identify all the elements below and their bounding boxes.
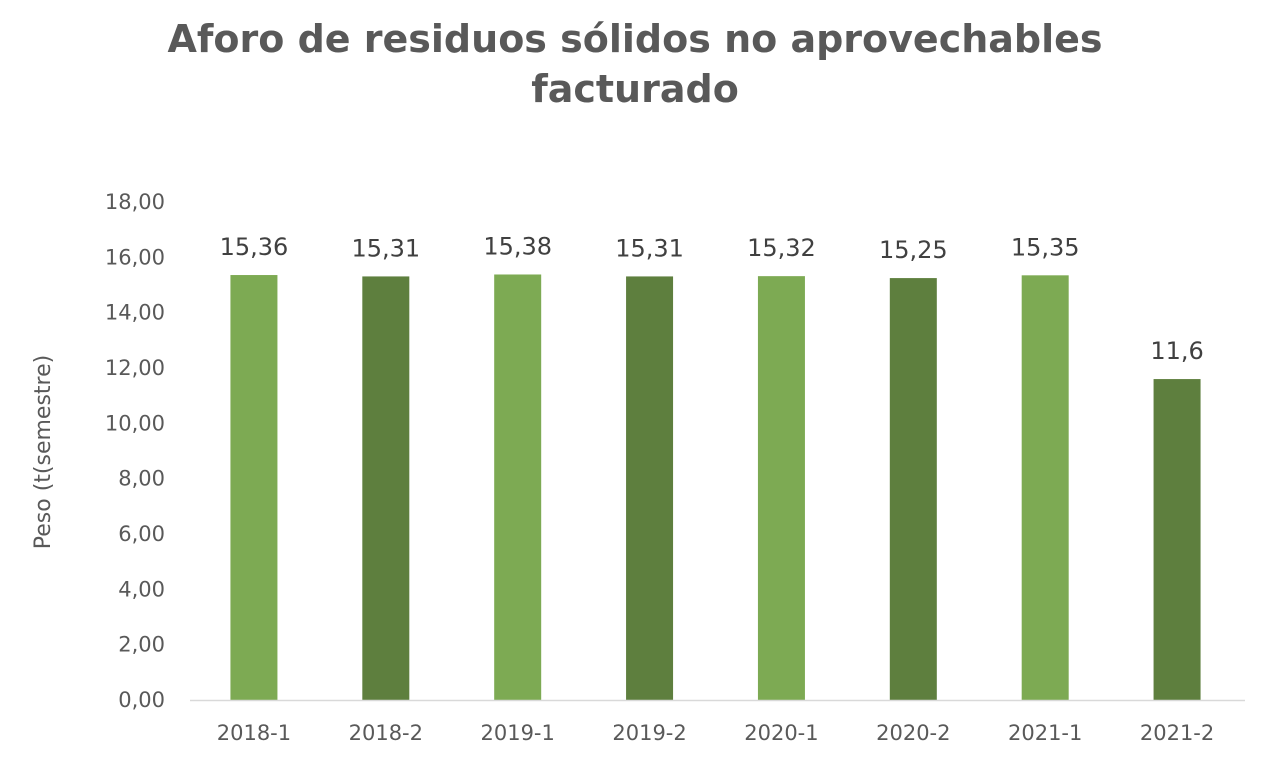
y-tick-label: 16,00 (105, 245, 165, 269)
data-label: 15,31 (351, 234, 420, 262)
bar (626, 276, 674, 700)
x-tick-label: 2019-1 (480, 721, 554, 745)
bar (1021, 275, 1069, 700)
data-label: 15,38 (483, 232, 552, 260)
y-tick-label: 12,00 (105, 356, 165, 380)
y-tick-label: 2,00 (118, 633, 165, 657)
bar (230, 275, 278, 700)
bar (889, 278, 937, 700)
data-label: 11,6 (1150, 337, 1203, 365)
data-label: 15,35 (1011, 233, 1080, 261)
data-label: 15,32 (747, 234, 816, 262)
y-tick-label: 14,00 (105, 301, 165, 325)
x-axis-ticks: 2018-1 2018-2 2019-1 2019-2 2020-1 2020-2 2021… (217, 721, 1215, 745)
y-tick-label: 6,00 (118, 522, 165, 546)
bar (757, 276, 805, 700)
data-label: 15,36 (220, 233, 289, 261)
data-label: 15,25 (879, 236, 948, 264)
y-axis-ticks: 0,00 2,00 4,00 6,00 8,00 10,00 12,00 14,00 16,00… (105, 190, 165, 712)
chart-title-line-2: facturado (531, 67, 739, 111)
x-tick-label: 2019-2 (612, 721, 686, 745)
y-tick-label: 18,00 (105, 190, 165, 214)
data-label: 15,31 (615, 234, 684, 262)
x-tick-label: 2018-1 (217, 721, 291, 745)
x-tick-label: 2020-1 (744, 721, 818, 745)
chart-title-line-1: Aforo de residuos sólidos no aprovechabl… (167, 17, 1103, 61)
y-tick-label: 10,00 (105, 411, 165, 435)
x-tick-label: 2018-2 (349, 721, 423, 745)
bar (494, 274, 542, 700)
x-tick-label: 2021-2 (1140, 721, 1214, 745)
bar (1153, 379, 1201, 700)
x-tick-label: 2020-2 (876, 721, 950, 745)
y-tick-label: 4,00 (118, 577, 165, 601)
bars-group (230, 274, 1201, 700)
bar (362, 276, 410, 700)
x-tick-label: 2021-1 (1008, 721, 1082, 745)
data-labels-group: 15,36 15,31 15,38 15,31 15,32 15,25 15,35 11,6 (220, 232, 1204, 365)
y-tick-label: 8,00 (118, 467, 165, 491)
y-tick-label: 0,00 (118, 688, 165, 712)
y-axis-label: Peso (t(semestre) (31, 355, 56, 549)
chart-title: Aforo de residuos sólidos no aprovechabl… (0, 14, 1270, 114)
